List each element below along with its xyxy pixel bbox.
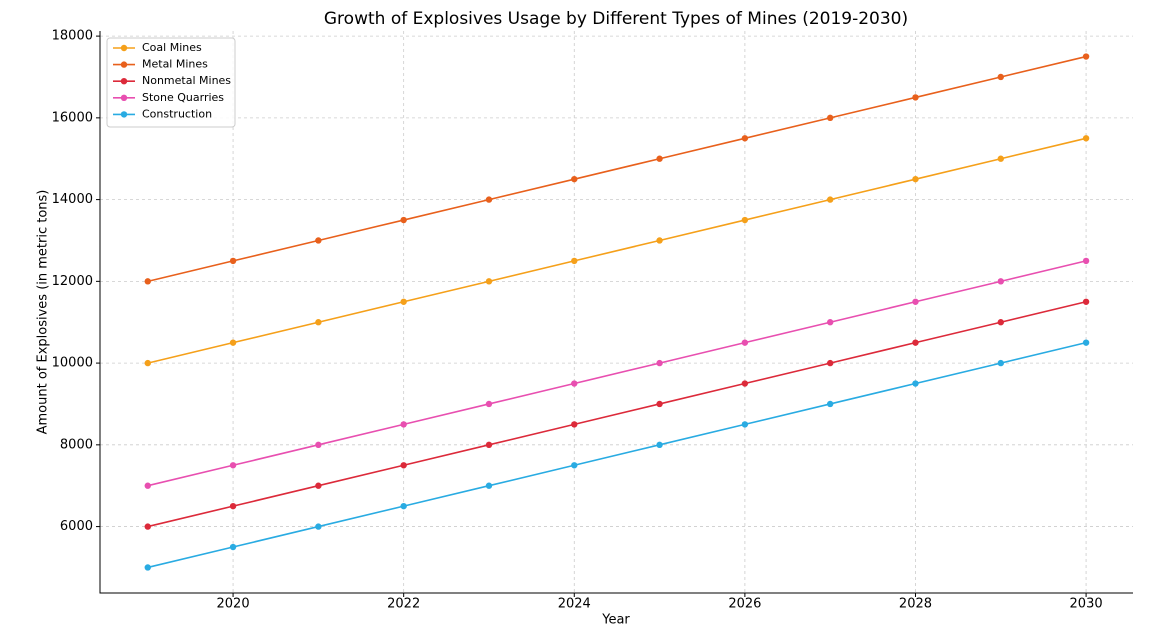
y-axis-label: Amount of Explosives (in metric tons) (36, 190, 51, 435)
data-point (229, 502, 237, 510)
y-tick-label: 12000 (52, 274, 93, 289)
x-tick-label: 2024 (558, 597, 591, 612)
series-line (147, 341, 1087, 569)
x-tick-label: 2030 (1070, 597, 1103, 612)
y-tick-label: 8000 (60, 437, 93, 452)
y-tick-label: 16000 (52, 110, 93, 125)
data-point (571, 421, 578, 428)
data-point (400, 298, 407, 305)
series-line (147, 301, 1087, 528)
legend-marker (120, 61, 128, 68)
data-point (144, 359, 151, 367)
data-point (1082, 53, 1090, 60)
data-point (400, 462, 407, 469)
legend-label: Nonmetal Mines (142, 74, 231, 87)
data-point (229, 543, 237, 551)
data-point (656, 237, 663, 244)
legend-label: Construction (142, 107, 212, 120)
data-point (912, 339, 919, 346)
data-point (997, 359, 1004, 367)
legend-label: Metal Mines (142, 58, 208, 71)
data-point (656, 400, 663, 408)
data-point (571, 380, 578, 387)
data-point (1082, 339, 1090, 346)
data-point (144, 278, 151, 285)
data-point (144, 523, 151, 530)
x-axis-label: Year (601, 613, 630, 628)
data-point (571, 462, 578, 469)
data-point (656, 441, 663, 449)
data-point (400, 421, 407, 428)
data-point (1082, 257, 1090, 265)
data-point (229, 339, 237, 346)
data-point (315, 319, 322, 326)
data-point (1082, 135, 1090, 142)
y-tick-label: 14000 (52, 192, 93, 207)
data-point (144, 482, 151, 489)
x-tick-label: 2022 (387, 597, 420, 612)
data-point (315, 482, 322, 489)
data-point (741, 339, 749, 346)
data-point (400, 502, 407, 510)
legend-marker (120, 111, 128, 118)
legend-label: Stone Quarries (142, 91, 224, 104)
data-point (912, 298, 919, 305)
data-point (997, 73, 1004, 81)
data-point (229, 462, 237, 469)
legend-box (106, 37, 236, 128)
data-point (741, 421, 749, 428)
data-point (571, 257, 578, 265)
data-point (315, 441, 322, 449)
data-point (485, 196, 493, 203)
data-point (741, 216, 749, 224)
chart-title: Growth of Explosives Usage by Different … (324, 9, 908, 29)
data-point (912, 94, 919, 101)
data-point (997, 278, 1004, 285)
data-point (571, 175, 578, 183)
legend-marker (120, 78, 128, 85)
legend-marker (120, 44, 128, 52)
data-point (826, 196, 834, 203)
data-point (485, 278, 493, 285)
series-line (147, 260, 1087, 487)
data-point (656, 155, 663, 162)
data-point (826, 114, 834, 122)
data-point (229, 257, 237, 265)
data-point (826, 319, 834, 326)
x-tick-label: 2028 (899, 597, 932, 612)
series-line (147, 55, 1087, 283)
data-point (826, 400, 834, 408)
data-point (400, 216, 407, 224)
data-point (485, 482, 493, 489)
axes-frame (99, 31, 1133, 594)
data-point (912, 380, 919, 387)
data-point (741, 135, 749, 142)
x-tick-label: 2020 (217, 597, 250, 612)
legend-marker (120, 94, 128, 102)
data-point (997, 319, 1004, 326)
data-point (485, 400, 493, 408)
legend-label: Coal Mines (142, 41, 202, 54)
x-tick-label: 2026 (728, 597, 761, 612)
data-point (997, 155, 1004, 162)
data-point (741, 380, 749, 387)
y-tick-label: 18000 (52, 29, 93, 44)
data-point (656, 359, 663, 367)
data-point (144, 564, 151, 571)
data-point (1082, 298, 1090, 305)
data-point (315, 523, 322, 530)
series-line (147, 137, 1087, 364)
y-tick-label: 10000 (52, 356, 93, 371)
legend: Coal Mines Metal Mines Nonmetal Mines Stone… (106, 37, 236, 128)
data-point (315, 237, 322, 244)
data-point (912, 175, 919, 183)
y-tick-label: 6000 (60, 519, 93, 534)
data-point (826, 359, 834, 367)
data-point (485, 441, 493, 449)
